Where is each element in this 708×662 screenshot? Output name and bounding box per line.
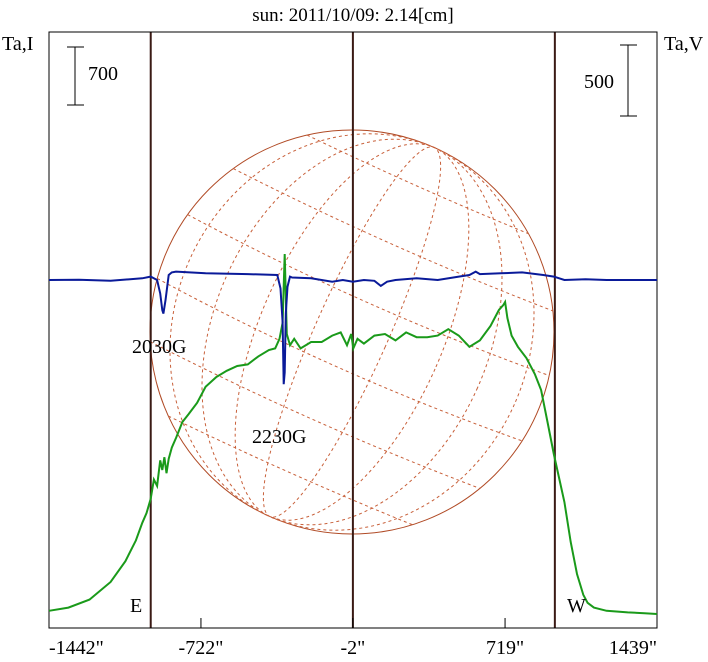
x-tick-label: -2" xyxy=(340,637,365,659)
series-line-intensity xyxy=(48,253,658,615)
heliographic-grid xyxy=(150,133,554,531)
y-axis-label-left: Ta,I xyxy=(2,33,33,55)
sunspot-label-2230: 2230G xyxy=(252,426,306,448)
scale-bar-left: 700 xyxy=(67,46,118,106)
sunspot-label-2030: 2030G xyxy=(132,336,186,358)
scale-bar-right-label: 500 xyxy=(584,71,614,93)
scale-bar-left-label: 700 xyxy=(88,63,118,85)
grid-parallel xyxy=(150,341,481,489)
x-tick-label: -1442" xyxy=(49,637,104,659)
limb-label-west: W xyxy=(567,595,586,617)
limb-label-east: E xyxy=(130,595,142,617)
x-axis-ticks: -1442" -722" -2" 719" 1439" xyxy=(48,618,658,659)
grid-parallel xyxy=(187,214,550,377)
grid-parallel xyxy=(233,168,554,312)
grid-parallel xyxy=(168,415,413,526)
x-tick-label: -722" xyxy=(179,637,224,659)
series-line-circular-polarization xyxy=(48,270,657,385)
chart-title: sun: 2011/10/09: 2.14[cm] xyxy=(252,5,453,26)
x-tick-label: 719" xyxy=(486,637,524,659)
grid-parallel xyxy=(306,134,529,235)
grid-meridian xyxy=(169,133,535,531)
scale-bar-right: 500 xyxy=(584,44,637,117)
y-axis-label-right: Ta,V xyxy=(664,33,704,55)
marker-lines xyxy=(149,32,556,628)
x-tick-label: 1439" xyxy=(609,637,657,659)
grid-parallel xyxy=(156,278,523,442)
